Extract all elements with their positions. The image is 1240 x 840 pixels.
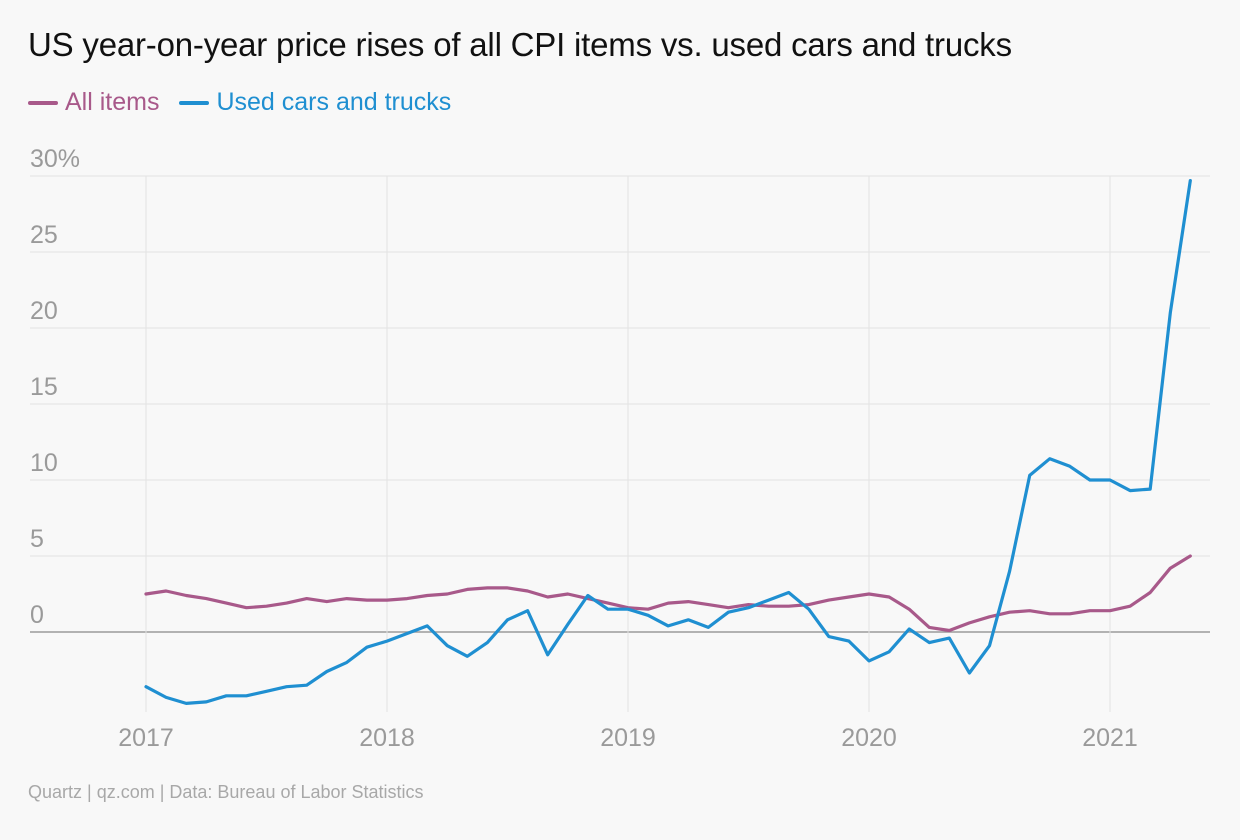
y-tick-label: 5: [30, 525, 44, 553]
legend-swatch-used-cars: [179, 100, 210, 105]
x-tick-label: 2021: [1082, 724, 1138, 752]
legend-swatch-all-items: [28, 100, 58, 105]
y-tick-label: 0: [30, 601, 44, 629]
chart-legend: All items Used cars and trucks: [28, 88, 471, 117]
series-line-used-cars: [144, 179, 1192, 706]
y-tick-label: 30%: [30, 145, 80, 173]
legend-item-used-cars: Used cars and trucks: [179, 88, 451, 117]
x-tick-label: 2019: [600, 724, 656, 752]
y-tick-label: 10: [30, 449, 58, 477]
x-tick-label: 2018: [359, 724, 415, 752]
x-tick-label: 2017: [118, 724, 174, 752]
y-tick-label: 20: [30, 297, 58, 325]
y-tick-label: 25: [30, 221, 58, 249]
y-tick-label: 15: [30, 373, 58, 401]
series-line-all-items: [144, 554, 1192, 633]
chart-title: US year-on-year price rises of all CPI i…: [28, 26, 1012, 63]
legend-label-all-items: All items: [65, 88, 160, 116]
x-tick-label: 2020: [841, 724, 897, 752]
source-footer: Quartz | qz.com | Data: Bureau of Labor …: [28, 782, 424, 802]
legend-label-used-cars: Used cars and trucks: [216, 88, 452, 116]
legend-item-all-items: All items: [28, 88, 159, 117]
